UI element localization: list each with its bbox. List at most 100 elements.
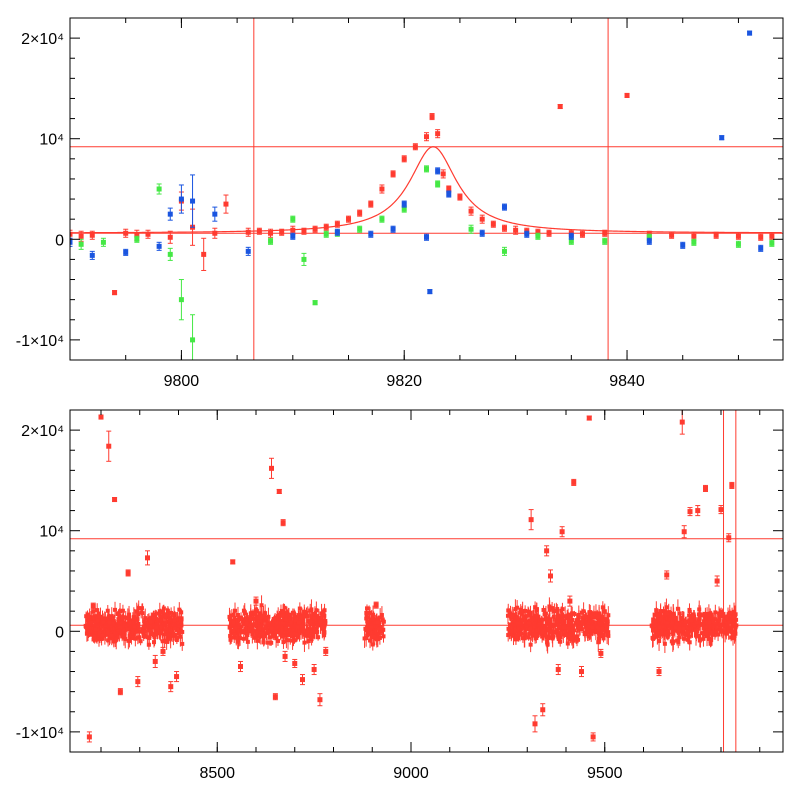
data-point-red <box>346 216 352 222</box>
noise-point <box>122 633 127 638</box>
noise-point <box>523 632 528 637</box>
noise-point <box>574 621 579 626</box>
noise-point <box>579 627 584 632</box>
noise-point <box>697 607 702 612</box>
data-point-green <box>323 231 329 237</box>
noise-point <box>720 612 725 617</box>
noise-point <box>585 626 590 631</box>
plot-frame <box>69 409 784 753</box>
noise-point <box>148 632 153 637</box>
data-point-red <box>160 648 166 654</box>
data-point-blue <box>446 191 452 197</box>
data-point-red <box>292 660 298 666</box>
noise-point <box>519 611 524 616</box>
data-point-green <box>646 234 652 240</box>
noise-point <box>506 633 511 638</box>
noise-point <box>320 625 325 630</box>
noise-point <box>381 619 386 624</box>
data-point-red <box>90 603 96 609</box>
noise-point <box>512 618 517 623</box>
noise-point <box>266 614 271 619</box>
noise-point <box>321 611 326 616</box>
noise-point <box>234 635 239 640</box>
plot-area <box>70 410 783 752</box>
noise-point <box>178 634 183 639</box>
noise-point <box>551 614 556 619</box>
noise-point <box>289 624 294 629</box>
noise-point <box>551 623 556 628</box>
noise-point <box>368 611 373 616</box>
noise-point <box>136 612 141 617</box>
noise-point <box>696 633 701 638</box>
noise-point <box>92 634 97 639</box>
noise-point <box>252 611 257 616</box>
noise-point <box>93 620 98 625</box>
data-point-red <box>687 509 693 515</box>
data-point-red <box>468 208 474 214</box>
noise-point <box>669 622 674 627</box>
noise-point <box>148 619 153 624</box>
data-point-red <box>546 230 552 236</box>
noise-point <box>700 613 705 618</box>
data-point-green <box>167 251 173 257</box>
noise-point <box>659 630 664 635</box>
noise-point <box>527 631 532 636</box>
data-point-blue <box>167 211 173 217</box>
data-point-blue <box>123 249 129 255</box>
noise-point <box>569 622 574 627</box>
noise-point <box>726 629 731 634</box>
data-point-green <box>424 166 429 172</box>
noise-point <box>102 626 107 631</box>
noise-point <box>106 617 111 622</box>
noise-point <box>531 628 536 633</box>
noise-point <box>603 618 608 623</box>
data-point-red <box>602 230 608 236</box>
noise-point <box>238 629 243 634</box>
noise-point <box>532 621 537 626</box>
noise-point <box>581 609 586 614</box>
noise-point <box>287 628 292 633</box>
noise-point <box>120 608 125 613</box>
data-point-red <box>223 201 229 207</box>
noise-point <box>248 617 253 622</box>
noise-point <box>158 617 163 622</box>
noise-point <box>364 636 369 641</box>
data-point-red <box>579 231 585 237</box>
noise-point <box>556 625 561 630</box>
noise-point <box>585 615 590 620</box>
noise-point <box>242 611 247 616</box>
noise-point <box>272 616 277 621</box>
noise-point <box>241 636 246 641</box>
noise-point <box>95 618 100 623</box>
noise-point <box>290 629 295 634</box>
noise-point <box>135 635 140 640</box>
noise-point <box>161 609 166 614</box>
noise-point <box>290 610 295 615</box>
noise-point <box>110 626 115 631</box>
noise-point <box>280 634 285 639</box>
noise-point <box>658 617 663 622</box>
noise-point <box>376 626 381 631</box>
data-point-blue <box>89 252 95 258</box>
noise-point <box>316 635 321 640</box>
data-point-red <box>334 221 340 227</box>
noise-point <box>235 629 240 634</box>
noise-point <box>600 605 605 610</box>
data-point-blue <box>401 201 407 207</box>
noise-point <box>88 629 93 634</box>
data-point-blue <box>479 230 485 236</box>
noise-point <box>152 612 157 617</box>
noise-point <box>241 630 246 635</box>
noise-point <box>681 636 686 641</box>
data-point-blue <box>524 231 530 237</box>
noise-point <box>117 624 122 629</box>
noise-point <box>164 612 169 617</box>
noise-point <box>708 630 713 635</box>
noise-point <box>169 610 174 615</box>
noise-point <box>727 620 732 625</box>
noise-point <box>109 633 114 638</box>
y-tick-label: -1×10⁴ <box>16 333 64 350</box>
y-tick-label: -1×10⁴ <box>16 725 64 742</box>
noise-point <box>533 633 538 638</box>
noise-point <box>250 612 255 617</box>
